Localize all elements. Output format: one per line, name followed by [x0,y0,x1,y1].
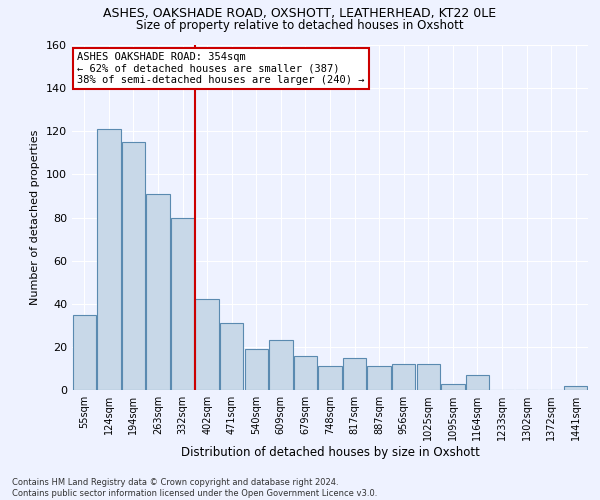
Bar [269,340,293,390]
X-axis label: Distribution of detached houses by size in Oxshott: Distribution of detached houses by size … [181,446,479,459]
Text: ASHES, OAKSHADE ROAD, OXSHOTT, LEATHERHEAD, KT22 0LE: ASHES, OAKSHADE ROAD, OXSHOTT, LEATHERHE… [103,8,497,20]
Bar [196,300,219,390]
Bar [416,364,440,390]
Bar [146,194,170,390]
Bar [343,358,366,390]
Bar [392,364,415,390]
Text: ASHES OAKSHADE ROAD: 354sqm
← 62% of detached houses are smaller (387)
38% of se: ASHES OAKSHADE ROAD: 354sqm ← 62% of det… [77,52,365,85]
Bar [441,384,464,390]
Text: Size of property relative to detached houses in Oxshott: Size of property relative to detached ho… [136,19,464,32]
Bar [294,356,317,390]
Bar [220,323,244,390]
Text: Contains HM Land Registry data © Crown copyright and database right 2024.
Contai: Contains HM Land Registry data © Crown c… [12,478,377,498]
Bar [122,142,145,390]
Bar [73,314,96,390]
Y-axis label: Number of detached properties: Number of detached properties [31,130,40,305]
Bar [367,366,391,390]
Bar [97,129,121,390]
Bar [171,218,194,390]
Bar [564,386,587,390]
Bar [319,366,341,390]
Bar [245,349,268,390]
Bar [466,375,489,390]
